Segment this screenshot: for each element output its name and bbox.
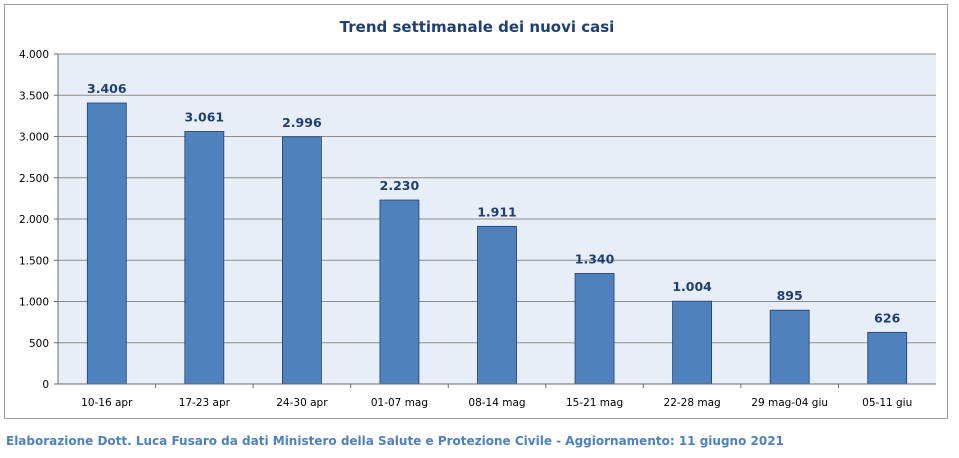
- bar: [672, 300, 713, 385]
- y-tick-label: 3.500: [19, 90, 49, 102]
- x-tick-label: 24-30 apr: [276, 397, 328, 409]
- data-label: 1.340: [575, 251, 615, 266]
- bar: [184, 131, 225, 385]
- data-label: 626: [874, 310, 900, 325]
- data-label: 3.061: [185, 109, 225, 124]
- y-tick-label: 2.500: [19, 173, 49, 185]
- x-tick-label: 29 mag-04 giu: [751, 397, 828, 409]
- chart-title: Trend settimanale dei nuovi casi: [340, 18, 615, 36]
- data-label: 1.911: [477, 204, 517, 219]
- x-tick-label: 01-07 mag: [371, 397, 428, 409]
- y-tick-label: 3.000: [19, 132, 49, 144]
- data-label: 895: [777, 288, 803, 303]
- source-note: Elaborazione Dott. Luca Fusaro da dati M…: [6, 434, 784, 448]
- x-tick-label: 17-23 apr: [179, 397, 231, 409]
- x-tick-label: 10-16 apr: [81, 397, 133, 409]
- value-labels: 3.406 3.061 2.996 2.230 1.911 1.340 1.004 895 62…: [87, 81, 901, 325]
- x-tick-label: 05-11 giu: [862, 397, 912, 409]
- x-tick-label: 22-28 mag: [664, 397, 721, 409]
- bar: [769, 309, 810, 385]
- bar: [867, 331, 908, 385]
- bar: [574, 273, 615, 385]
- y-tick-label: 2.000: [19, 214, 49, 226]
- bar-chart: Trend settimanale dei nuovi casi 3.4063.…: [19, 18, 936, 409]
- y-tick-label: 1.000: [19, 297, 49, 309]
- bars: [86, 102, 908, 385]
- y-tick-label: 500: [29, 338, 49, 350]
- x-tick-label: 08-14 mag: [468, 397, 525, 409]
- y-tick-label: 1.500: [19, 255, 49, 267]
- data-label: 1.004: [672, 279, 712, 294]
- bar: [281, 136, 322, 385]
- data-label: 3.406: [87, 81, 127, 96]
- data-label: 2.996: [282, 115, 322, 130]
- bar: [379, 199, 420, 385]
- chart-frame: Trend settimanale dei nuovi casi 3.406 3.…: [4, 4, 948, 419]
- bar: [477, 225, 517, 385]
- x-axis-ticks: 10-16 apr 17-23 apr 24-30 apr 01-07 mag 08-1…: [81, 384, 912, 409]
- x-tick-label: 15-21 mag: [566, 397, 623, 409]
- y-axis-ticks: 0 500 1.000 1.500 2.000 2.500 3.000 3.500 4.000: [19, 49, 58, 391]
- bar: [86, 102, 127, 385]
- data-label: 2.230: [380, 178, 420, 193]
- y-tick-label: 0: [42, 379, 49, 391]
- y-tick-label: 4.000: [19, 49, 49, 61]
